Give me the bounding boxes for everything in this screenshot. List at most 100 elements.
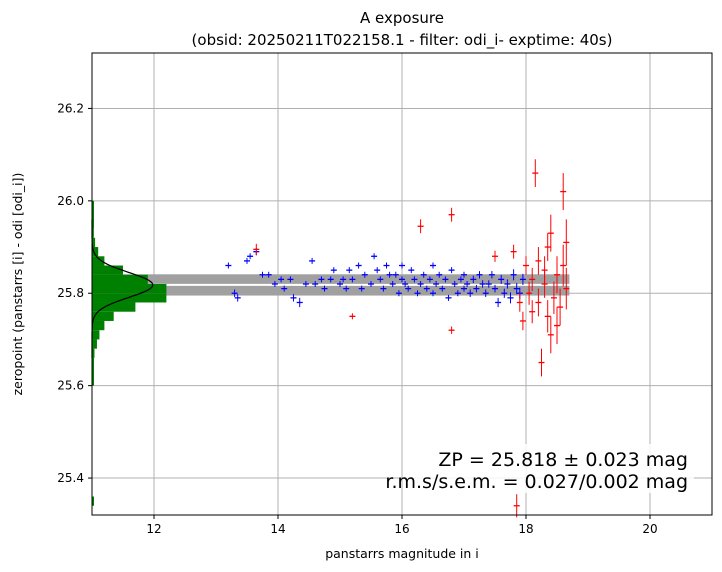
data-point <box>340 276 347 283</box>
data-point <box>445 294 452 301</box>
y-axis-label: zeropoint (panstarrs [i] - odi [odi_i]) <box>10 173 25 396</box>
histogram-bar <box>92 247 99 257</box>
histogram-bar <box>92 311 114 321</box>
data-point <box>513 283 520 295</box>
data-point <box>513 494 520 518</box>
data-point <box>501 288 508 298</box>
data-point <box>544 300 551 333</box>
data-point <box>529 300 536 324</box>
data-point <box>479 280 486 288</box>
data-point <box>330 267 337 274</box>
chart-title: A exposure <box>360 9 444 27</box>
data-point <box>547 214 554 252</box>
data-point <box>492 284 498 293</box>
data-point <box>405 285 412 292</box>
data-point <box>383 262 390 269</box>
data-point <box>535 247 542 275</box>
data-point <box>482 289 489 297</box>
data-point <box>312 281 319 287</box>
y-tick-label: 25.6 <box>57 379 84 393</box>
y-tick-label: 26.2 <box>57 101 84 115</box>
data-point <box>523 256 529 275</box>
histogram-bar <box>92 237 96 248</box>
y-tick-label: 26.0 <box>57 194 84 208</box>
data-point <box>457 276 464 283</box>
data-point <box>454 290 461 297</box>
data-point <box>461 285 467 292</box>
data-point <box>557 288 564 326</box>
data-point <box>399 262 405 269</box>
histogram <box>92 200 167 506</box>
data-point <box>349 276 356 283</box>
data-point <box>402 281 409 287</box>
data-point <box>327 276 334 283</box>
x-tick-label: 16 <box>394 522 409 536</box>
data-point <box>355 262 362 269</box>
data-point <box>302 281 309 287</box>
x-axis-label: panstarrs magnitude in i <box>325 546 479 561</box>
data-point <box>448 326 455 334</box>
data-point <box>464 281 471 287</box>
data-point <box>554 256 560 294</box>
data-point <box>473 284 480 293</box>
data-point <box>485 280 492 288</box>
annotation-box: ZP = 25.818 ± 0.023 mag r.m.s/s.e.m. = 0… <box>385 444 694 493</box>
data-point <box>498 274 505 284</box>
histogram-bar <box>92 284 167 294</box>
data-point <box>430 262 436 269</box>
data-point <box>519 273 526 285</box>
data-point <box>231 289 238 297</box>
data-point <box>560 244 567 287</box>
data-point <box>399 276 405 283</box>
data-point <box>368 281 374 287</box>
data-point <box>417 219 424 234</box>
data-point <box>414 290 421 297</box>
data-point <box>541 256 548 284</box>
data-point <box>563 267 570 310</box>
data-point <box>253 243 260 255</box>
data-point <box>287 276 294 283</box>
data-point <box>544 233 551 261</box>
data-point <box>408 267 415 274</box>
y-tick-label: 25.4 <box>57 471 84 485</box>
x-tick-label: 20 <box>642 522 657 536</box>
data-point <box>467 289 474 297</box>
data-point <box>318 276 325 283</box>
rms-annotation: r.m.s/s.e.m. = 0.027/0.002 mag <box>385 471 688 493</box>
data-point <box>358 285 365 292</box>
data-point <box>278 276 285 283</box>
grid <box>92 53 712 515</box>
data-point <box>225 262 232 269</box>
histogram-bar <box>92 339 97 349</box>
data-point <box>563 219 570 266</box>
data-point <box>346 267 353 274</box>
histogram-bar <box>92 302 136 312</box>
data-point <box>234 294 241 302</box>
data-point <box>510 269 517 281</box>
data-point <box>380 285 387 292</box>
data-point <box>535 288 542 317</box>
zeropoint-band <box>92 274 570 296</box>
x-tick-label: 14 <box>270 522 285 536</box>
histogram-bar <box>92 265 123 275</box>
data-point <box>430 290 436 297</box>
data-point <box>374 267 381 274</box>
data-point <box>433 281 440 287</box>
data-point <box>337 281 343 287</box>
data-point <box>281 285 288 292</box>
histogram-bar <box>92 274 148 284</box>
data-point <box>448 207 455 222</box>
data-point <box>265 271 272 278</box>
ticks: 12 14 16 18 20 25.4 25.6 25.8 26.0 26.2 <box>57 101 657 536</box>
data-point <box>386 271 393 278</box>
data-point <box>526 281 533 305</box>
data-point <box>529 267 536 291</box>
data-point <box>259 271 266 278</box>
data-point <box>389 281 396 287</box>
data-point <box>519 311 526 331</box>
data-point <box>392 271 399 278</box>
data-point <box>470 275 477 284</box>
data-point <box>461 271 467 278</box>
data-point <box>349 313 356 320</box>
